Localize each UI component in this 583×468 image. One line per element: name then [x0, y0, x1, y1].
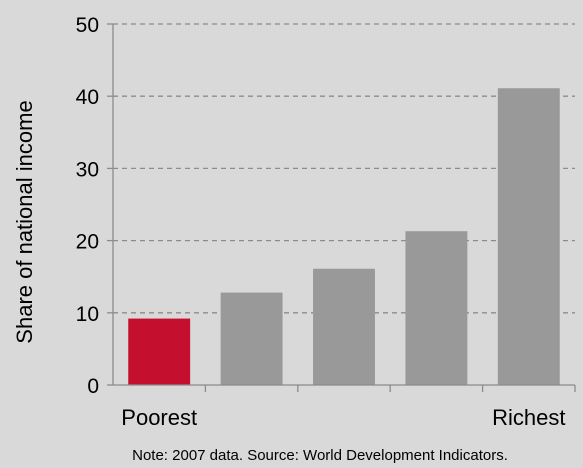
y-tick-label: 10 — [76, 303, 99, 326]
bar — [220, 292, 283, 385]
x-category-label: Richest — [492, 405, 565, 430]
bars — [128, 88, 560, 386]
axes — [107, 23, 576, 392]
bar — [405, 231, 468, 385]
y-axis-title: Share of national income — [12, 100, 37, 343]
y-tick-label: 20 — [76, 231, 99, 254]
source-note: Note: 2007 data. Source: World Developme… — [132, 447, 508, 464]
bar — [128, 318, 191, 385]
y-tick-label: 50 — [76, 14, 99, 37]
bar — [497, 88, 560, 386]
bar — [313, 268, 375, 385]
y-tick-label: 30 — [76, 158, 99, 181]
x-category-label: Poorest — [121, 405, 197, 430]
labels: 0 10 20 30 40 50 Poorest Richest — [76, 14, 566, 430]
grid-lines — [113, 23, 575, 314]
y-tick-label: 0 — [87, 375, 99, 398]
y-tick-label: 40 — [76, 86, 99, 109]
